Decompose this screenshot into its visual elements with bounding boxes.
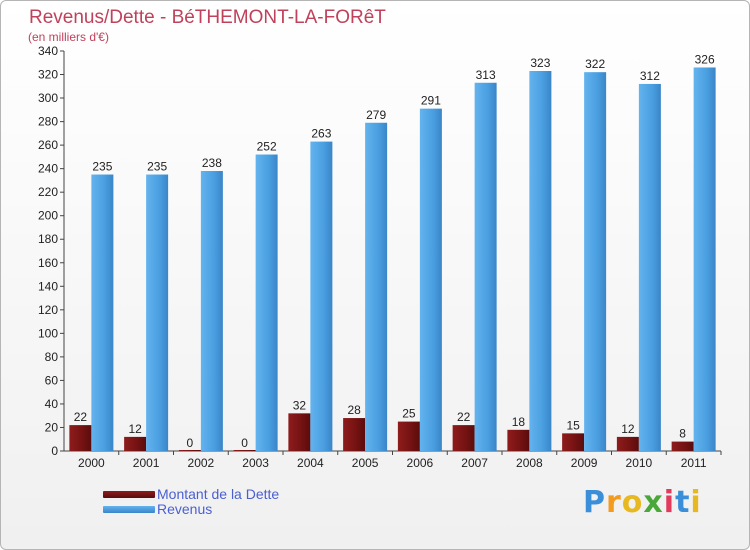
logo-letter: o — [621, 485, 644, 520]
proxiti-logo: Proxiti — [583, 485, 702, 520]
bar-dette — [616, 436, 639, 451]
bar-revenus — [638, 83, 661, 452]
data-label-revenus: 238 — [202, 156, 222, 170]
data-label-dette: 8 — [679, 427, 686, 441]
x-tick-label: 2010 — [626, 456, 653, 470]
x-tick-label: 2001 — [133, 456, 160, 470]
legend-swatch-revenus — [103, 506, 155, 513]
y-tick-label: 140 — [38, 279, 58, 293]
x-tick-label: 2004 — [297, 456, 324, 470]
data-label-dette: 25 — [402, 407, 416, 421]
data-label-revenus: 313 — [476, 68, 496, 82]
data-label-revenus: 312 — [640, 69, 660, 83]
data-label-dette: 0 — [187, 436, 194, 450]
data-label-dette: 18 — [512, 415, 526, 429]
logo-letter: x — [643, 485, 664, 520]
bar-revenus — [529, 71, 552, 451]
data-label-revenus: 235 — [147, 160, 167, 174]
logo-letter: t — [675, 485, 691, 520]
bar-dette — [343, 418, 366, 451]
y-tick-label: 340 — [38, 44, 58, 58]
y-tick-label: 40 — [45, 397, 59, 411]
bar-dette — [124, 436, 147, 451]
y-tick-label: 300 — [38, 91, 58, 105]
data-label-revenus: 235 — [92, 160, 112, 174]
bar-revenus — [693, 67, 716, 452]
bar-revenus — [91, 174, 114, 451]
bar-revenus — [419, 108, 442, 451]
y-tick-label: 320 — [38, 68, 58, 82]
data-label-dette: 28 — [347, 403, 361, 417]
data-label-dette: 12 — [128, 422, 142, 436]
bar-dette — [288, 413, 311, 451]
x-tick-label: 2005 — [352, 456, 379, 470]
y-tick-label: 200 — [38, 209, 58, 223]
bar-revenus — [474, 82, 497, 451]
bar-dette — [562, 433, 585, 451]
bar-revenus — [584, 72, 607, 452]
y-tick-label: 120 — [38, 303, 58, 317]
logo-letter: i — [690, 485, 702, 520]
x-tick-label: 2006 — [407, 456, 434, 470]
bar-dette — [69, 425, 92, 451]
data-label-dette: 32 — [293, 398, 307, 412]
chart-subtitle: (en milliers d'€) — [28, 30, 109, 44]
y-tick-label: 220 — [38, 185, 58, 199]
chart-title: Revenus/Dette - BéTHEMONT-LA-FORêT — [29, 7, 386, 28]
y-tick-label: 180 — [38, 232, 58, 246]
x-tick-label: 2002 — [188, 456, 215, 470]
data-label-revenus: 291 — [421, 94, 441, 108]
bar-dette — [397, 421, 420, 451]
bar-dette — [452, 425, 475, 451]
logo-letter: i — [663, 485, 676, 520]
bar-dette — [178, 450, 201, 451]
y-tick-label: 160 — [38, 256, 58, 270]
data-label-dette: 22 — [74, 410, 88, 424]
legend-label-revenus: Revenus — [157, 501, 213, 517]
bar-dette — [233, 450, 256, 451]
y-tick-label: 0 — [51, 444, 58, 458]
logo-letter: P — [583, 485, 606, 520]
y-tick-label: 60 — [45, 373, 59, 387]
data-label-revenus: 263 — [311, 127, 331, 141]
bar-revenus — [365, 122, 388, 451]
data-label-revenus: 252 — [257, 140, 277, 154]
data-label-revenus: 323 — [530, 56, 550, 70]
y-tick-label: 260 — [38, 138, 58, 152]
y-tick-label: 240 — [38, 162, 58, 176]
bar-revenus — [146, 174, 169, 451]
y-tick-label: 80 — [45, 350, 59, 364]
bar-revenus — [200, 171, 223, 451]
x-tick-label: 2011 — [681, 456, 707, 470]
legend-swatch-dette — [103, 491, 155, 498]
x-tick-label: 2007 — [461, 456, 488, 470]
legend-label-dette: Montant de la Dette — [157, 486, 280, 502]
data-label-revenus: 279 — [366, 108, 386, 122]
y-tick-label: 100 — [38, 326, 58, 340]
x-tick-label: 2008 — [516, 456, 543, 470]
x-tick-label: 2000 — [78, 456, 105, 470]
logo-letter: r — [606, 485, 622, 520]
x-tick-label: 2009 — [571, 456, 598, 470]
data-label-dette: 15 — [566, 418, 580, 432]
data-label-dette: 12 — [621, 422, 635, 436]
x-tick-label: 2003 — [242, 456, 269, 470]
data-label-revenus: 322 — [585, 57, 605, 71]
bar-dette — [671, 441, 694, 451]
bar-revenus — [310, 141, 333, 451]
data-label-dette: 22 — [457, 410, 471, 424]
bar-dette — [507, 429, 530, 451]
y-tick-label: 20 — [45, 420, 59, 434]
y-tick-label: 280 — [38, 115, 58, 129]
data-label-dette: 0 — [241, 436, 248, 450]
data-label-revenus: 326 — [695, 52, 715, 66]
bar-revenus — [255, 154, 278, 451]
